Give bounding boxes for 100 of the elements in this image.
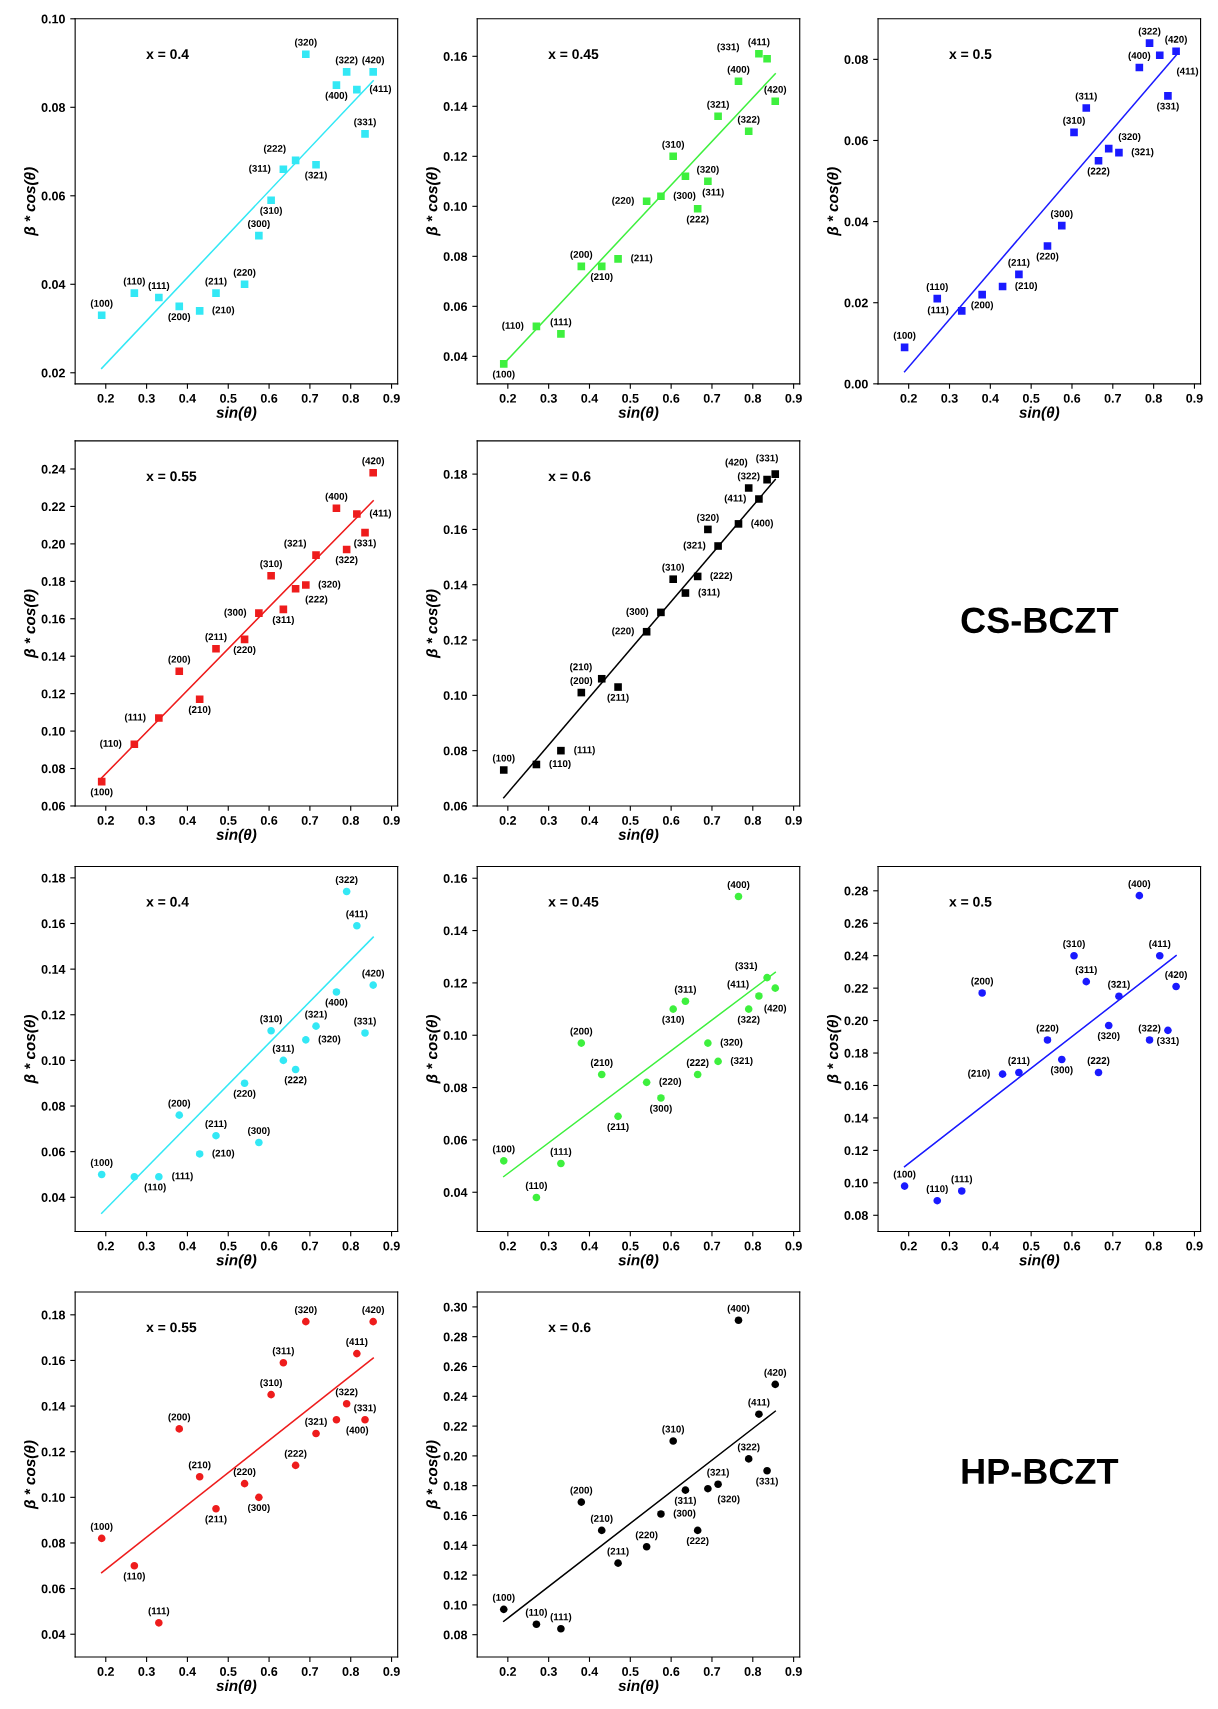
y-tick-label: 0.08 — [443, 1630, 468, 1640]
annotation: x = 0.55 — [146, 471, 197, 482]
point — [1082, 977, 1091, 986]
y-tick-label: 0.08 — [41, 103, 66, 112]
annotation: (320) — [720, 1038, 743, 1048]
point — [267, 1390, 275, 1399]
x-tick-label: 0.2 — [97, 816, 114, 825]
y-axis-title: β * cos(θ) — [426, 589, 441, 659]
annotation: (420) — [362, 56, 385, 66]
point — [1135, 891, 1144, 900]
point — [978, 290, 986, 299]
y-tick-label: 0.16 — [443, 1511, 468, 1521]
point — [155, 714, 163, 722]
x-axis-title: sin(θ) — [618, 1679, 659, 1695]
annotation: (111) — [172, 1172, 193, 1182]
annotation: (220) — [659, 1077, 682, 1087]
point — [669, 575, 677, 583]
annotation: (420) — [1165, 970, 1187, 980]
x-tick-label: 0.4 — [581, 1241, 599, 1251]
x-axis-title: sin(θ) — [216, 1679, 257, 1695]
y-tick-label: 0.28 — [443, 1332, 468, 1342]
y-tick-label: 0.10 — [41, 726, 65, 736]
point — [332, 1415, 341, 1424]
x-tick-label: 0.6 — [260, 1241, 278, 1251]
point — [312, 1022, 320, 1030]
point — [763, 1467, 771, 1475]
y-tick-label: 0.14 — [844, 1113, 869, 1123]
annotation: (310) — [1063, 116, 1085, 126]
point — [155, 293, 163, 302]
x-tick-label: 0.7 — [703, 816, 721, 825]
y-tick-label: 0.06 — [41, 1147, 65, 1157]
point — [771, 1380, 780, 1389]
y-tick-label: 0.14 — [41, 652, 66, 661]
y-axis-title: β * cos(θ) — [426, 167, 441, 237]
point — [267, 196, 275, 205]
y-tick-label: 0.12 — [443, 978, 467, 988]
point — [302, 1317, 310, 1326]
annotation: (222) — [1087, 1056, 1110, 1066]
annotation: (420) — [362, 1306, 385, 1316]
point — [353, 921, 361, 930]
annotation: (220) — [612, 196, 634, 206]
point — [302, 50, 310, 58]
annotation: (211) — [607, 1547, 629, 1557]
point — [1104, 1021, 1113, 1030]
annotation: (222) — [1087, 167, 1110, 177]
point — [312, 1429, 320, 1438]
x-tick-label: 0.2 — [97, 1667, 114, 1676]
annotation: (400) — [1128, 880, 1151, 890]
annotation: (411) — [346, 910, 368, 920]
point — [361, 130, 369, 138]
point — [1164, 1026, 1172, 1035]
annotation: (111) — [951, 1175, 973, 1185]
annotation: (210) — [570, 663, 592, 673]
point — [557, 330, 565, 338]
annotation: (211) — [631, 254, 653, 264]
annotation: (110) — [123, 1572, 145, 1582]
annotation: (300) — [626, 607, 649, 617]
point — [693, 1070, 702, 1079]
annotation: (320) — [697, 513, 719, 523]
annotation: (331) — [1157, 1036, 1179, 1046]
x-tick-label: 0.3 — [540, 1241, 557, 1251]
point — [255, 609, 263, 617]
point — [1082, 104, 1091, 112]
annotation: (200) — [570, 1486, 593, 1496]
y-tick-label: 0.18 — [41, 1310, 66, 1320]
point — [342, 887, 351, 896]
point — [175, 302, 184, 311]
annotation: (200) — [971, 977, 994, 987]
annotation: (411) — [1176, 67, 1199, 77]
point — [714, 542, 722, 550]
annotation: (311) — [1075, 966, 1097, 976]
annotation: (310) — [662, 1425, 685, 1435]
point — [130, 740, 139, 748]
y-tick-label: 0.08 — [41, 1101, 66, 1111]
y-tick-label: 0.06 — [443, 302, 468, 311]
x-tick-label: 0.9 — [383, 1667, 400, 1676]
annotation: (220) — [233, 1468, 256, 1478]
x-tick-label: 0.9 — [785, 1667, 802, 1676]
y-tick-label: 0.22 — [844, 983, 868, 993]
annotation: (331) — [756, 1477, 778, 1487]
y-tick-label: 0.20 — [41, 539, 65, 549]
annotation: (420) — [764, 1368, 787, 1378]
annotation: (211) — [205, 1515, 227, 1525]
point — [130, 1561, 139, 1570]
x-tick-label: 0.8 — [1145, 1241, 1162, 1251]
point — [155, 1619, 163, 1627]
annotation: (300) — [673, 1509, 696, 1519]
annotation: (400) — [1128, 51, 1151, 61]
annotation: (310) — [662, 1015, 685, 1025]
annotation: (100) — [893, 1170, 916, 1180]
annotation: (222) — [686, 1058, 709, 1068]
y-tick-label: 0.12 — [443, 152, 467, 161]
x-axis-title: sin(θ) — [216, 828, 257, 843]
point — [755, 1410, 763, 1418]
y-tick-label: 0.14 — [443, 580, 468, 590]
y-tick-label: 0.04 — [41, 1193, 66, 1202]
x-tick-label: 0.5 — [622, 816, 639, 825]
y-tick-label: 0.08 — [443, 252, 468, 261]
point — [291, 585, 300, 593]
y-tick-label: 0.06 — [443, 801, 468, 811]
